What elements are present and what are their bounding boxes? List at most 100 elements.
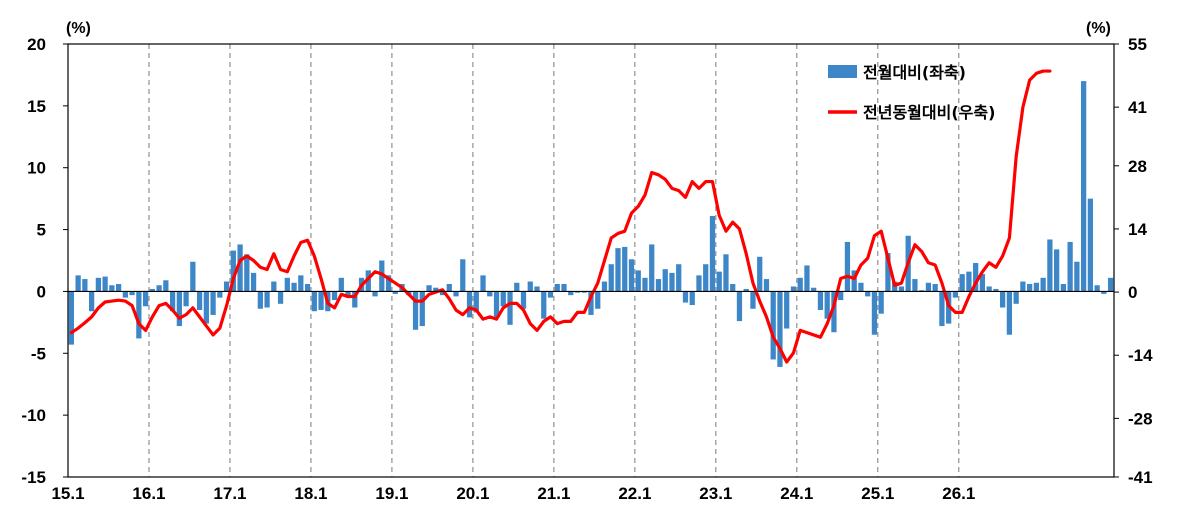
bar <box>595 291 601 309</box>
right-axis: 55 41 28 14 0 -14 -28 -41 <box>1114 35 1153 487</box>
bar <box>736 291 743 322</box>
bar <box>851 270 857 292</box>
bar <box>1040 277 1046 292</box>
bar <box>952 291 959 298</box>
bar <box>480 275 486 292</box>
bar <box>304 284 311 292</box>
bar <box>169 291 176 312</box>
x-tick-label: 17.1 <box>213 484 246 503</box>
x-tick-label: 18.1 <box>294 484 327 503</box>
bar <box>1060 284 1067 292</box>
x-tick-label: 21.1 <box>537 484 570 503</box>
bar <box>554 284 560 292</box>
bar <box>298 275 304 292</box>
x-tick-label: 16.1 <box>132 484 165 503</box>
bar <box>264 291 270 308</box>
bar <box>858 282 864 292</box>
bar <box>163 280 169 292</box>
left-axis: 20 15 10 5 0 -5 -10 -15 <box>21 35 68 487</box>
bar <box>986 286 992 292</box>
bar <box>102 276 108 292</box>
bar <box>959 274 965 292</box>
bar <box>156 285 162 292</box>
bar <box>493 291 500 318</box>
bar <box>284 277 290 292</box>
bar <box>1094 285 1100 292</box>
x-tick-label: 23.1 <box>699 484 732 503</box>
bar <box>385 275 392 292</box>
bar <box>129 291 135 296</box>
bar <box>277 291 284 304</box>
bar <box>689 291 695 306</box>
bar <box>379 260 385 292</box>
bar <box>291 282 297 292</box>
x-tick-label: 19.1 <box>375 484 408 503</box>
bar <box>82 279 88 292</box>
bar <box>1020 281 1026 292</box>
bar <box>642 277 648 292</box>
bar <box>811 287 817 292</box>
left-tick-label: 0 <box>37 282 46 301</box>
bar <box>446 284 452 292</box>
bar <box>763 279 770 292</box>
legend-bar-label: 전월대비(좌축) <box>863 63 966 82</box>
bar <box>628 259 635 292</box>
bar <box>966 271 972 292</box>
bar <box>730 284 736 292</box>
bar <box>109 285 115 292</box>
bar <box>784 291 790 329</box>
gridlines <box>148 44 960 477</box>
bar <box>871 291 878 335</box>
bar <box>608 264 614 292</box>
bar <box>797 277 803 292</box>
bar <box>365 270 371 292</box>
bar <box>723 254 729 292</box>
left-tick-label: 15 <box>27 97 46 116</box>
left-tick-label: 20 <box>27 35 46 54</box>
bar <box>487 291 493 297</box>
bar <box>696 275 702 292</box>
bar <box>426 285 432 292</box>
bar <box>230 250 236 292</box>
left-tick-label: -5 <box>31 344 46 363</box>
bar <box>460 259 466 292</box>
bar <box>392 291 398 294</box>
bar <box>568 291 574 296</box>
bar <box>237 244 243 292</box>
bar <box>1047 239 1053 292</box>
legend-bar-swatch <box>828 65 857 78</box>
bar <box>1013 291 1019 304</box>
bar <box>716 271 722 292</box>
bar <box>581 291 587 293</box>
bar-series <box>68 81 1114 367</box>
bar <box>831 291 837 333</box>
bar <box>68 291 74 345</box>
bar <box>318 291 324 310</box>
bar <box>743 288 749 292</box>
bar <box>1000 291 1006 308</box>
right-tick-label: 55 <box>1128 35 1147 54</box>
plot-frame <box>67 43 1115 478</box>
line-path <box>69 69 1052 364</box>
bar <box>662 269 668 292</box>
bar <box>500 291 506 307</box>
legend-line-label: 전년동월대비(우축) <box>863 103 995 122</box>
bar <box>507 291 513 325</box>
bar <box>1006 291 1013 335</box>
bar <box>453 291 459 297</box>
bar <box>95 277 101 292</box>
bar <box>1107 277 1114 292</box>
bar <box>210 291 216 315</box>
bar <box>514 282 520 292</box>
bar <box>183 291 189 307</box>
bar <box>1087 198 1094 292</box>
bar <box>412 291 419 330</box>
x-axis: 15.1 16.1 17.1 18.1 19.1 20.1 21.1 22.1 23.1 24.1… <box>51 484 975 503</box>
bar <box>1027 284 1033 292</box>
x-tick-label: 20.1 <box>456 484 489 503</box>
bar <box>649 244 655 292</box>
bar <box>709 215 716 292</box>
bar <box>345 291 351 298</box>
bar <box>770 291 776 360</box>
